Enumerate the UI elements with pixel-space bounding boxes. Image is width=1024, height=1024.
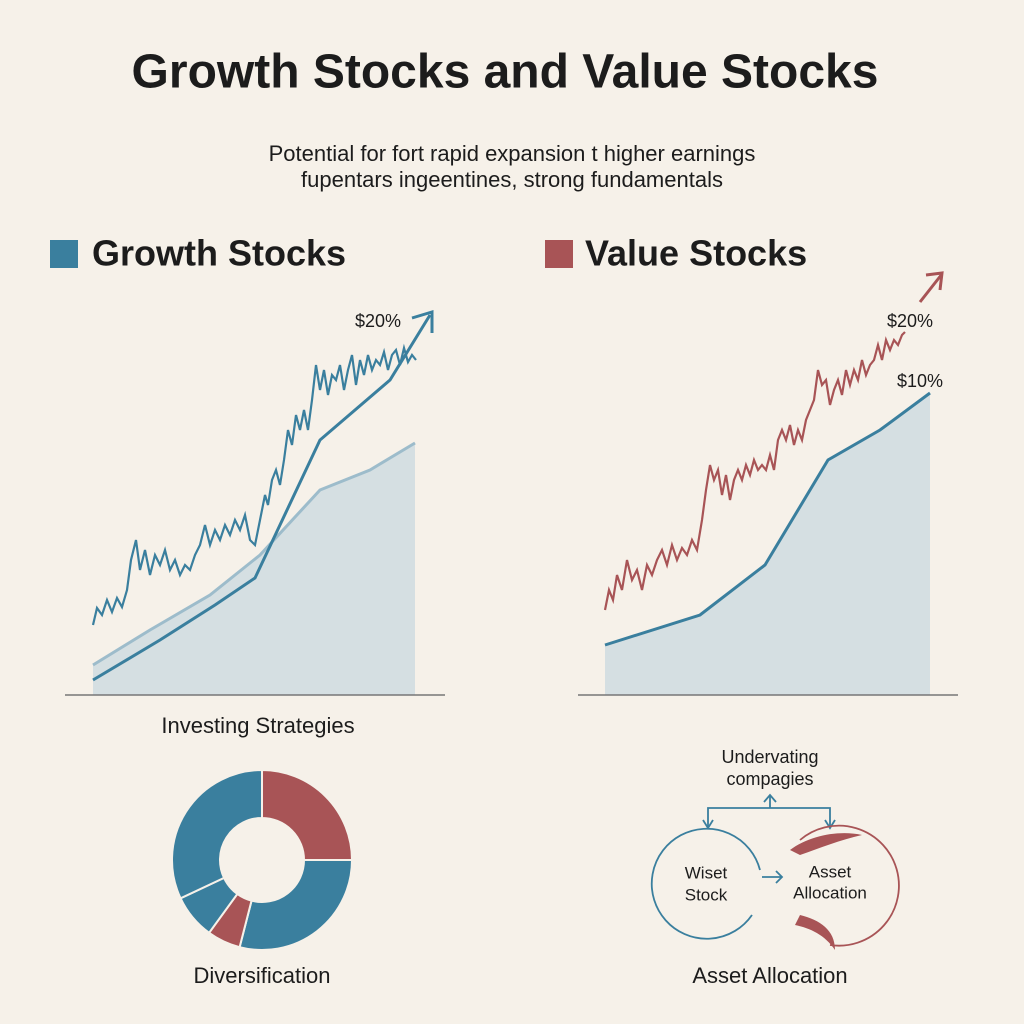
node-label: Allocation — [793, 883, 867, 902]
title: Growth Stocks and Value Stocks — [132, 46, 879, 99]
caption: Diversification — [194, 963, 331, 988]
caption: Asset Allocation — [692, 963, 847, 988]
donut-segment — [238, 859, 354, 951]
arrowhead — [411, 309, 434, 333]
cycle — [799, 824, 900, 947]
connectors — [650, 793, 836, 940]
node-label: compagies — [726, 769, 813, 789]
section-title: Investing Strategies — [161, 713, 354, 738]
donut-segment — [261, 768, 354, 861]
arrowhead — [925, 271, 944, 291]
cycle-shape — [795, 915, 835, 950]
legend-label: Growth Stocks — [92, 233, 346, 274]
donut — [171, 768, 354, 951]
donut-segment — [171, 768, 263, 900]
subtitle: fupentars ingeentines, strong fundamenta… — [301, 167, 723, 192]
arrow — [918, 273, 944, 303]
area-line — [92, 441, 416, 667]
legend-swatch — [50, 240, 78, 268]
trend-line — [604, 391, 931, 647]
node-label: Undervating — [721, 747, 818, 767]
price-line — [91, 343, 417, 626]
subtitle: Potential for fort rapid expansion t hig… — [269, 141, 756, 166]
annotation: $20% — [355, 311, 401, 331]
node-label: Stock — [685, 885, 728, 904]
trend-line — [92, 314, 432, 682]
price-line — [603, 331, 906, 611]
annotation: $10% — [897, 371, 943, 391]
legend-label: Value Stocks — [585, 233, 807, 274]
annotation: $20% — [887, 311, 933, 331]
node-label: Wiset — [685, 863, 728, 882]
cycle-shape — [790, 833, 862, 855]
node-label: Asset — [809, 862, 852, 881]
legend-swatch — [545, 240, 573, 268]
